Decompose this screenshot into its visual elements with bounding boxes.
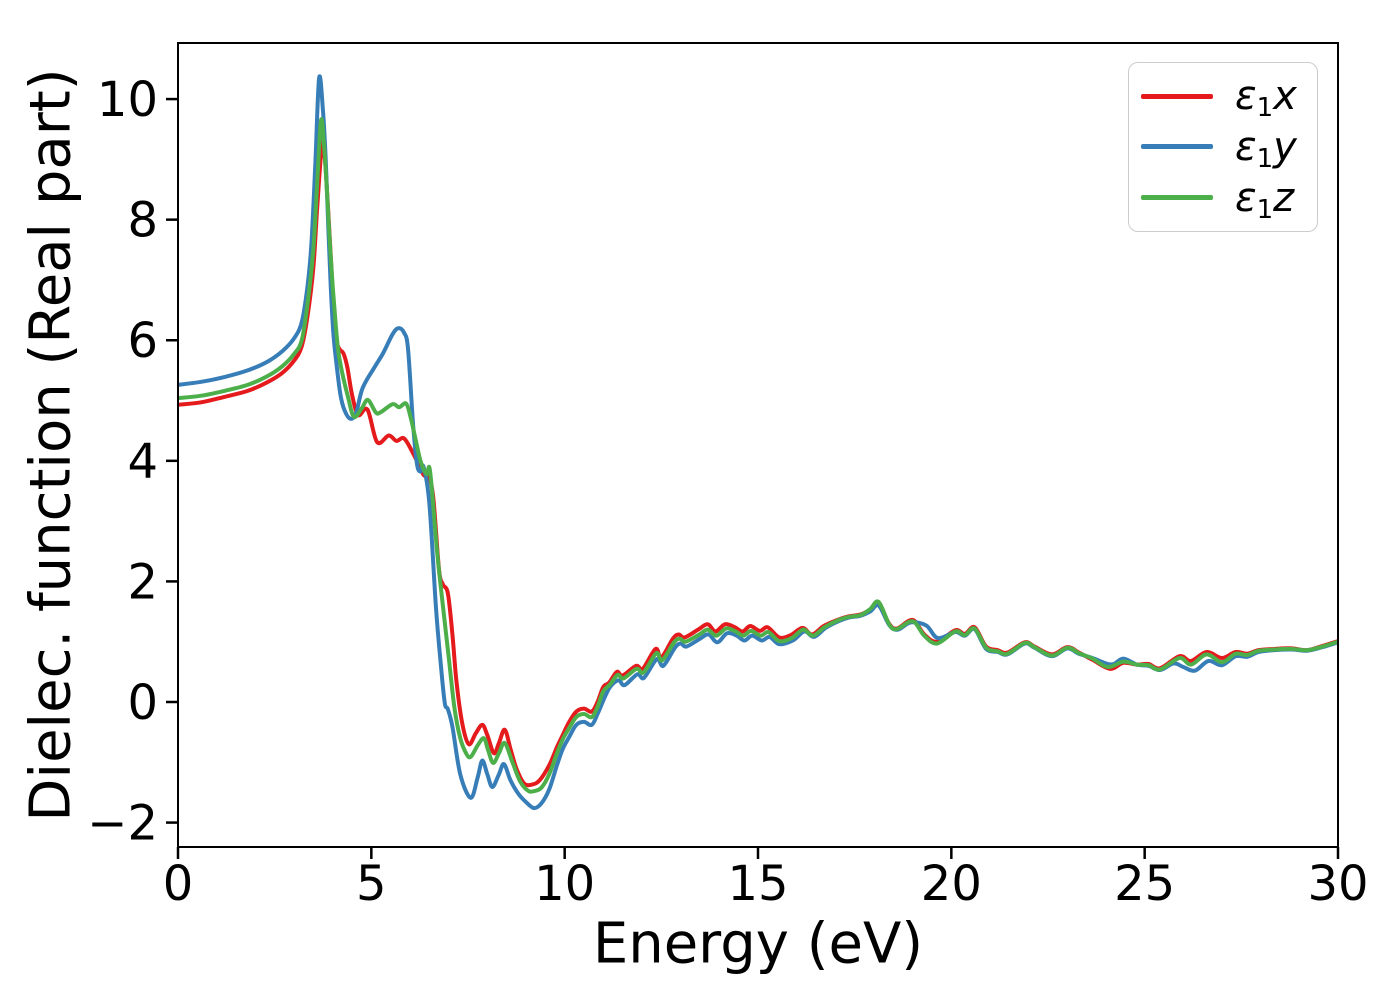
x-axis-label: Energy (eV) xyxy=(592,911,924,977)
y-axis-label: Dielec. function (Real part) xyxy=(18,68,84,822)
y-tick-label: 0 xyxy=(127,675,158,731)
axis-letter: x xyxy=(1273,73,1297,120)
x-tick-label: 20 xyxy=(921,856,982,912)
series-line-e1x xyxy=(178,137,1338,788)
axis-letter: z xyxy=(1273,174,1295,221)
axis-letter: y xyxy=(1273,123,1297,170)
x-tick-label: 5 xyxy=(356,856,387,912)
epsilon-symbol: ε xyxy=(1235,73,1257,120)
x-tick-label: 30 xyxy=(1307,856,1368,912)
legend-line-e1z xyxy=(1141,195,1213,201)
x-tick-label: 15 xyxy=(727,856,788,912)
series-curves xyxy=(178,74,1338,811)
y-tick-label: 4 xyxy=(127,434,158,490)
legend-line-e1x xyxy=(1141,93,1213,99)
x-tick-label: 10 xyxy=(534,856,595,912)
legend-line-e1y xyxy=(1141,144,1213,150)
series-line-e1z xyxy=(178,117,1338,794)
subscript: 1 xyxy=(1256,93,1274,124)
y-tick-label: 6 xyxy=(127,313,158,369)
y-tick-label: 8 xyxy=(127,193,158,249)
legend-item-e1x: ε1x xyxy=(1141,71,1303,121)
epsilon-symbol: ε xyxy=(1235,123,1257,170)
epsilon-symbol: ε xyxy=(1235,174,1257,221)
y-tick-label: 10 xyxy=(97,72,158,128)
legend: ε1x ε1y ε1z xyxy=(1128,62,1318,232)
x-tick-label: 0 xyxy=(163,856,194,912)
subscript: 1 xyxy=(1256,194,1274,225)
y-tick-label: −2 xyxy=(87,796,158,852)
legend-item-e1y: ε1y xyxy=(1141,122,1303,172)
legend-label-e1y: ε1y xyxy=(1235,123,1297,172)
legend-label-e1x: ε1x xyxy=(1235,73,1297,121)
legend-item-e1z: ε1z xyxy=(1141,173,1303,223)
y-tick-label: 2 xyxy=(127,554,158,610)
subscript: 1 xyxy=(1256,143,1274,174)
x-tick-label: 25 xyxy=(1114,856,1175,912)
legend-label-e1z: ε1z xyxy=(1235,174,1295,223)
